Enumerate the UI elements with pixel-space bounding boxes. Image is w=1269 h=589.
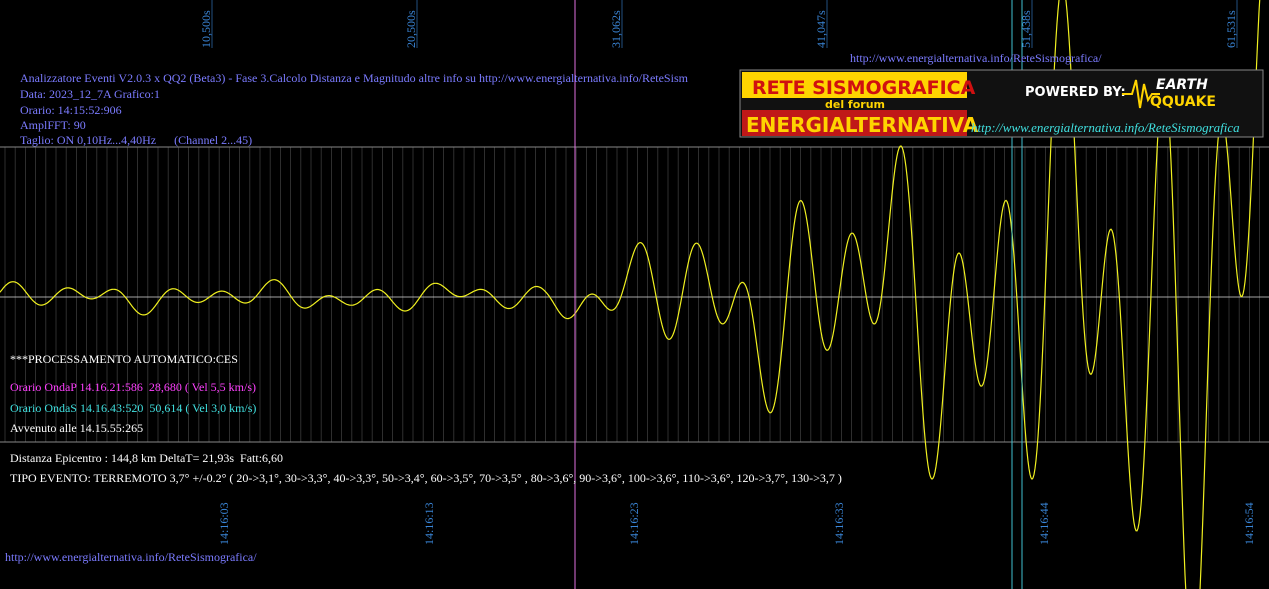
time-label: 14:16:54 (1242, 502, 1256, 545)
time-offset-label: 41,047s (814, 10, 828, 48)
distanza: Distanza Epicentro : 144,8 km DeltaT= 21… (10, 451, 283, 465)
avvenuto: Avvenuto alle 14.15.55:265 (10, 421, 143, 435)
time-offset-label: 10,500s (199, 10, 213, 48)
time-offset-label: 61,531s (1224, 10, 1238, 48)
logo-powered: POWERED BY: (1025, 85, 1126, 100)
logo-subtitle: del forum (825, 98, 885, 111)
header-line: Orario: 14:15:52:906 (20, 103, 122, 117)
onda-p: Orario OndaP 14.16.21:586 28,680 ( Vel 5… (10, 380, 256, 394)
logo-band (742, 72, 967, 98)
processing-title: ***PROCESSAMENTO AUTOMATICO:CES (10, 352, 238, 366)
header-line: AmplFFT: 90 (20, 118, 86, 132)
logo-icon (1122, 79, 1160, 109)
time-label: 14:16:03 (217, 502, 231, 545)
grid (4, 147, 1260, 442)
header-line: Analizzatore Eventi V2.0.3 x QQ2 (Beta3)… (20, 71, 689, 85)
header-url: http://www.energialternativa.info/ReteSi… (850, 51, 1102, 65)
time-label: 14:16:13 (422, 502, 436, 545)
header-line: Taglio: ON 0,10Hz...4,40Hz (Channel 2...… (20, 133, 252, 147)
logo-band (742, 110, 967, 136)
time-offset-label: 51,438s (1019, 10, 1033, 48)
tipo-evento: TIPO EVENTO: TERREMOTO 3,7° +/-0.2° ( 20… (10, 471, 842, 485)
time-label: 14:16:23 (627, 502, 641, 545)
logo-brand: ENERGIALTERNATIVA (746, 113, 979, 137)
footer-url: http://www.energialternativa.info/ReteSi… (5, 550, 257, 564)
header-line: Data: 2023_12_7A Grafico:1 (20, 87, 160, 101)
logo-earth: EARTH (1156, 77, 1208, 93)
logo-url: http://www.energialternativa.info/ReteSi… (971, 120, 1240, 135)
logo-title: RETE SISMOGRAFICA (752, 77, 976, 99)
time-label: 14:16:33 (832, 502, 846, 545)
time-label: 14:16:44 (1037, 502, 1051, 545)
time-offset-label: 31,062s (609, 10, 623, 48)
time-offset-label: 20,500s (404, 10, 418, 48)
logo-quake: QQUAKE (1150, 94, 1216, 110)
logo: RETE SISMOGRAFICA del forum ENERGIALTERN… (739, 69, 1264, 138)
onda-s: Orario OndaS 14.16.43:520 50,614 ( Vel 3… (10, 401, 256, 415)
